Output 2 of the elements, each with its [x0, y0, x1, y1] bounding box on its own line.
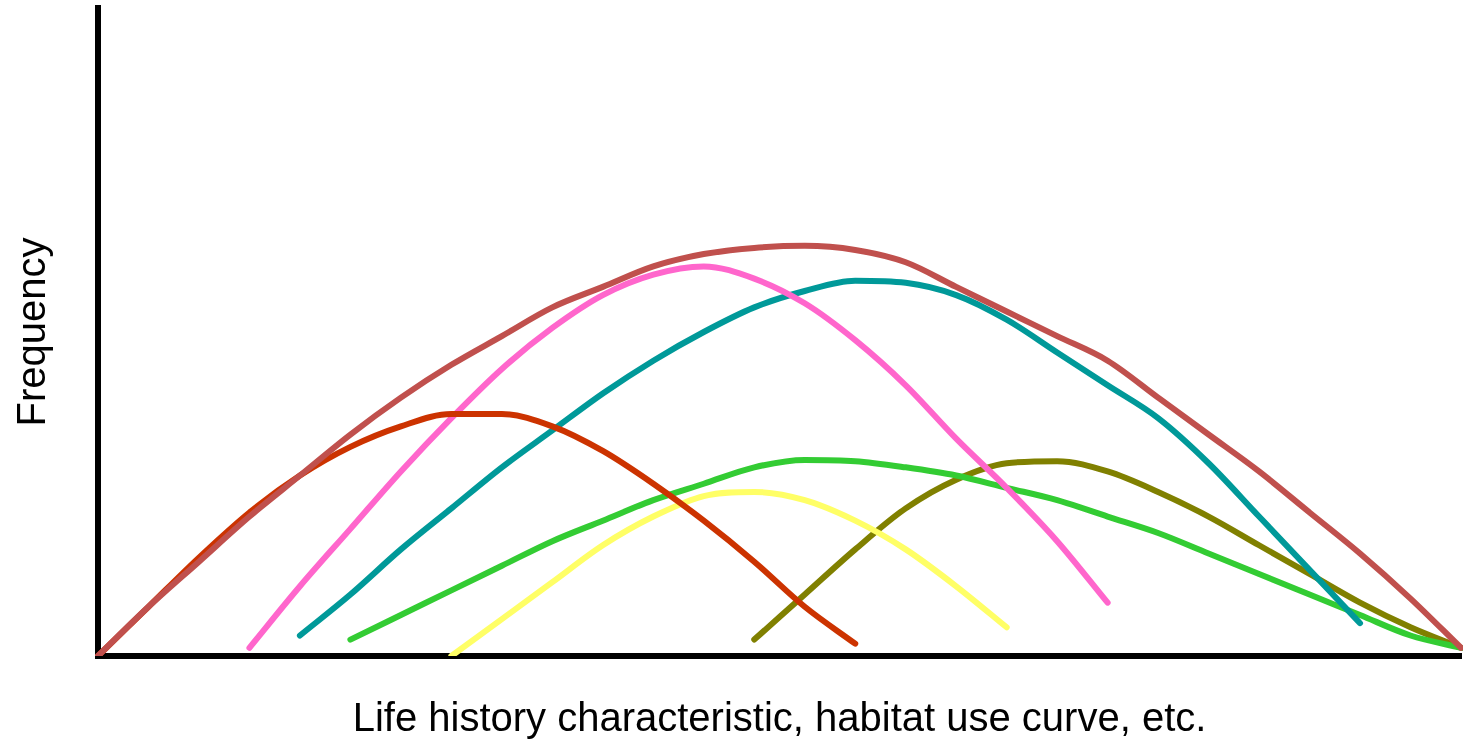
y-axis-title: Frequency — [9, 237, 54, 427]
x-axis-title: Life history characteristic, habitat use curve, etc. — [352, 695, 1207, 740]
